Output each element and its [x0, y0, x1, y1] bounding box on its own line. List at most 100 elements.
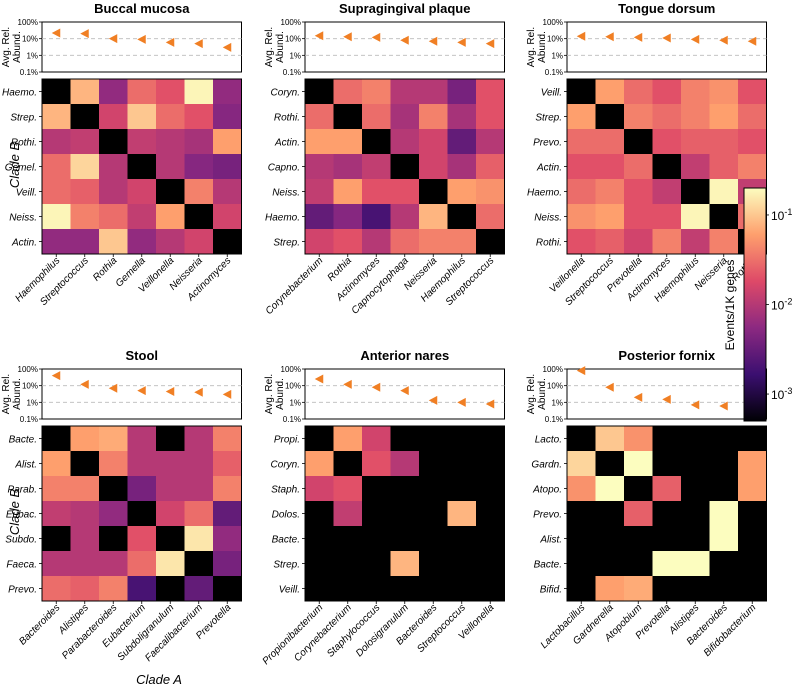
heatmap-cell [681, 204, 710, 230]
heatmap-cell [127, 576, 157, 602]
heatmap-cell [127, 179, 157, 205]
heatmap-cell [70, 501, 100, 527]
heatmap-cell [213, 476, 242, 502]
heatmap-cell [681, 426, 710, 452]
row-label: Neiss. [9, 213, 37, 224]
heatmap-cell [213, 426, 242, 452]
heatmap-cell [305, 179, 334, 205]
heatmap-cell [42, 204, 71, 230]
heatmap-cell [709, 104, 739, 130]
heatmap-cell [419, 204, 448, 230]
abundance-axis-label-line1: Avg. Rel. [264, 27, 275, 67]
row-label: Faeca. [6, 560, 37, 571]
heatmap-cell [362, 104, 391, 130]
abundance-tick-label: 10% [547, 382, 563, 391]
panel-title: Posterior fornix [618, 348, 716, 363]
heatmap-cell [681, 104, 710, 130]
heatmap-cell [213, 551, 242, 577]
colorbar-tick-base: 10 [771, 388, 785, 402]
heatmap-cell [476, 179, 505, 205]
abundance-tick-label: 0.1% [545, 68, 563, 77]
heatmap-cell [476, 129, 505, 155]
heatmap-cell [333, 476, 363, 502]
heatmap-cell [70, 79, 100, 105]
abundance-tick-label: 1% [551, 398, 563, 407]
abundance-marker [80, 29, 89, 39]
row-label: Veill. [279, 585, 300, 596]
heatmap-cell [738, 501, 767, 527]
heatmap-cell [305, 576, 334, 602]
abundance-tick-label: 100% [543, 365, 563, 374]
heatmap-cell [333, 204, 363, 230]
abundance-marker [51, 28, 61, 38]
heatmap-cell [476, 526, 505, 552]
heatmap-cell [184, 501, 214, 527]
heatmap-cell [595, 451, 625, 477]
abundance-marker [400, 386, 409, 396]
heatmap-cell [476, 551, 505, 577]
abundance-axis-label: Avg. Rel.Abund. [526, 27, 548, 67]
row-label: Alist. [14, 460, 37, 471]
abundance-axis-label-line2: Abund. [537, 378, 548, 410]
heatmap-cell [447, 204, 477, 230]
colorbar-gradient [743, 187, 767, 422]
heatmap-cell [390, 526, 420, 552]
heatmap-cell [156, 501, 185, 527]
heatmap-cell [652, 551, 682, 577]
abundance-marker [690, 34, 700, 44]
heatmap-cell [70, 551, 100, 577]
heatmap-cell [127, 551, 157, 577]
row-label: Strep. [535, 113, 562, 124]
abundance-tick-label: 10% [547, 35, 563, 44]
heatmap-cell [156, 204, 185, 230]
heatmap-cell [709, 79, 739, 105]
heatmap-cell [595, 576, 625, 602]
heatmap-cell [70, 576, 100, 602]
heatmap-cell [652, 204, 682, 230]
heatmap-cell [476, 501, 505, 527]
heatmap-cell [213, 501, 242, 527]
abundance-axis-label-line1: Avg. Rel. [264, 374, 275, 414]
heatmap-cell [42, 551, 71, 577]
heatmap-cell [305, 526, 334, 552]
heatmap-cell [419, 104, 448, 130]
heatmap-cell [362, 229, 391, 255]
heatmap-cell [447, 526, 477, 552]
heatmap-cell [681, 576, 710, 602]
heatmap-cell [362, 204, 391, 230]
heatmap-cell [99, 79, 128, 105]
row-label: Subdo. [5, 535, 37, 546]
heatmap-cell [709, 154, 739, 180]
heatmap-cell [184, 426, 214, 452]
abundance-marker [314, 31, 324, 41]
row-label: Bifid. [540, 585, 562, 596]
heatmap-cell [184, 129, 214, 155]
heatmap-cell [362, 179, 391, 205]
row-label: Parab. [8, 485, 37, 496]
heatmap-cell [652, 179, 682, 205]
abundance-marker [371, 32, 381, 42]
heatmap-cell [99, 426, 128, 452]
heatmap-cell [156, 129, 185, 155]
heatmap-cell [738, 154, 767, 180]
abundance-marker [371, 382, 381, 392]
heatmap-cell [305, 104, 334, 130]
abundance-axis-label: Avg. Rel.Abund. [526, 374, 548, 414]
panel-title: Supragingival plaque [339, 1, 470, 16]
heatmap-cell [738, 526, 767, 552]
row-label: Gardn. [531, 460, 562, 471]
abundance-marker [80, 379, 89, 389]
heatmap-cell [184, 154, 214, 180]
heatmap-cell [99, 204, 128, 230]
heatmap-cell [419, 179, 448, 205]
heatmap-cell [419, 501, 448, 527]
heatmap-cell [305, 426, 334, 452]
heatmap-cell [305, 229, 334, 255]
heatmap-cell [738, 476, 767, 502]
abundance-marker [165, 386, 175, 396]
heatmap-cell [99, 179, 128, 205]
col-label: Bacteroides [17, 602, 62, 647]
row-axis-label-bottom: Clade B [7, 489, 22, 536]
